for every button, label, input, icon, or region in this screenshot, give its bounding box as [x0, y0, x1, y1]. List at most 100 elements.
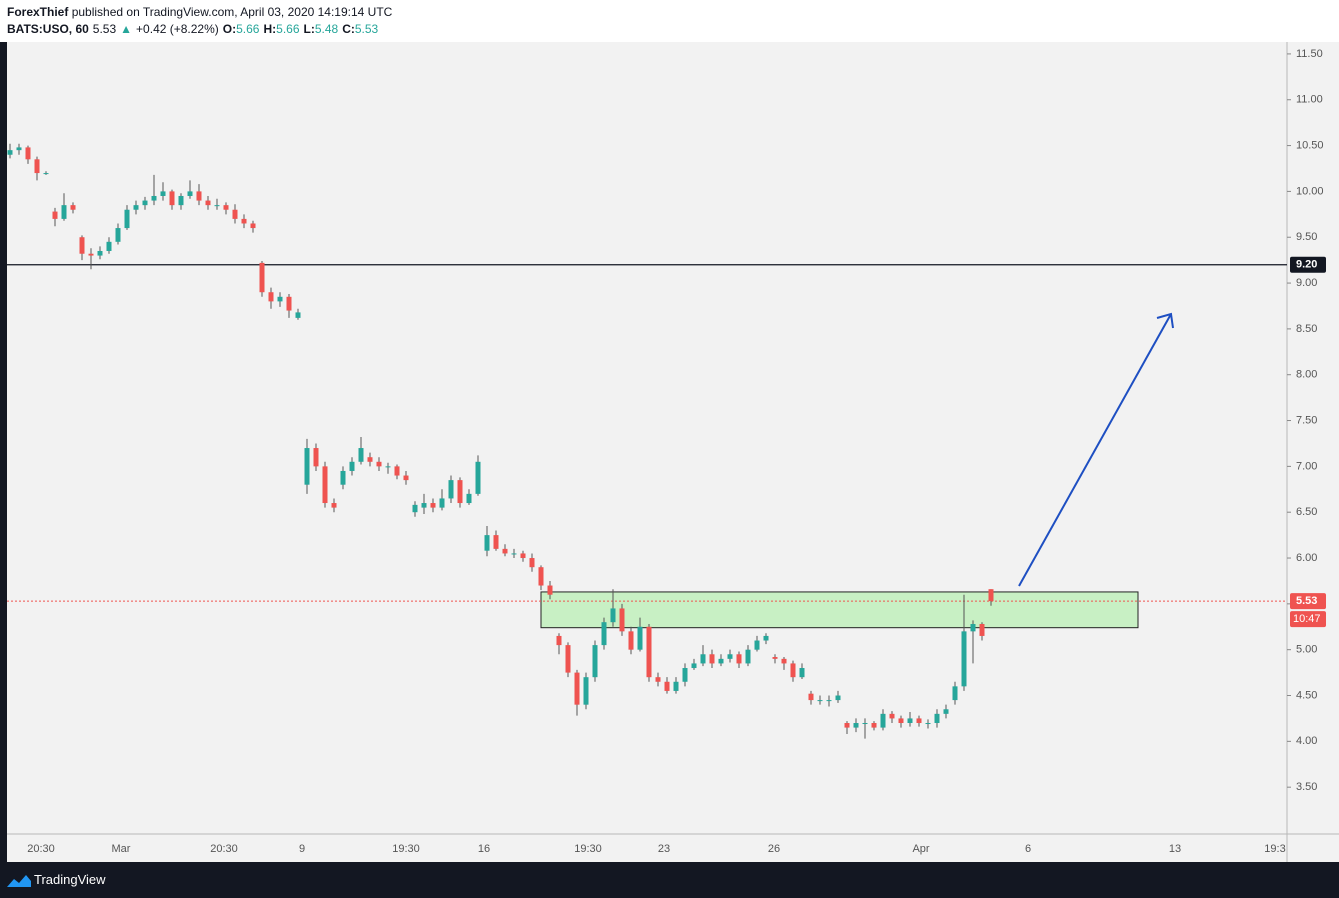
x-tick-label: 19:30: [392, 843, 420, 855]
candle-body: [331, 503, 337, 508]
candle-body: [25, 147, 31, 160]
candle-body: [538, 567, 544, 586]
l-label: L:: [303, 22, 315, 36]
x-tick-label: 6: [1025, 843, 1031, 855]
candle-body: [142, 200, 148, 206]
candle-body: [340, 470, 346, 485]
candle-body: [637, 626, 643, 650]
candle-body: [745, 649, 751, 664]
candle-body: [988, 589, 994, 602]
published: published on TradingView.com, April 03, …: [71, 5, 393, 19]
candle-body: [151, 195, 157, 201]
header: ForexThief published on TradingView.com,…: [0, 0, 1339, 42]
candle-body: [115, 228, 121, 242]
brand: TradingView: [34, 872, 106, 887]
candle-body: [277, 296, 283, 302]
candle-body: [187, 191, 193, 196]
c: 5.53: [354, 22, 379, 36]
y-tick-label: 4.50: [1296, 689, 1317, 701]
y-tick-label: 10.00: [1296, 185, 1324, 197]
candle-body: [592, 645, 598, 678]
candle-body: [682, 668, 688, 682]
candle-body: [880, 713, 886, 728]
candle-body: [970, 624, 976, 632]
candle-body: [601, 622, 607, 646]
candle-body: [448, 480, 454, 499]
candle-body: [322, 466, 328, 504]
candle-body: [502, 548, 508, 554]
hline-label-bg: [1290, 256, 1326, 273]
candle-body: [574, 672, 580, 705]
candle-body: [313, 448, 319, 467]
candle-body: [475, 461, 481, 494]
candle-body: [178, 195, 184, 206]
logo: [7, 875, 31, 887]
symbol-line: BATS:USO, 60 5.53 ▲ +0.42 (+8.22%) O:5.66 H:5…: [7, 22, 382, 36]
y-tick-label: 7.50: [1296, 414, 1317, 426]
candle-body: [547, 585, 553, 595]
candle-body: [223, 205, 229, 210]
candle-body: [160, 191, 166, 196]
last: 5.53: [92, 22, 117, 36]
y-tick-label: 11.50: [1296, 48, 1323, 60]
arrow-head: [1156, 312, 1174, 329]
support-zone: [540, 591, 1139, 629]
candle-body: [133, 205, 139, 210]
candle-body: [358, 448, 364, 462]
candle-body: [835, 695, 841, 701]
candle-body: [34, 159, 40, 174]
candle-body: [430, 503, 436, 508]
x-tick-label: 19:3: [1264, 843, 1285, 855]
candle-body: [619, 608, 625, 632]
l: 5.48: [314, 22, 339, 36]
candle-body: [727, 654, 733, 659]
h-label: H:: [263, 22, 277, 36]
candle-body: [799, 668, 805, 678]
countdown-label: 10:47: [1293, 613, 1321, 625]
y-tick-label: 9.50: [1296, 231, 1317, 243]
candle-body: [268, 292, 274, 302]
candle-body: [439, 498, 445, 508]
candle-body: [943, 709, 949, 714]
candle-body: [250, 223, 256, 229]
symbol: BATS:USO, 60: [7, 22, 89, 36]
candle-body: [889, 713, 895, 719]
candle-body: [844, 723, 850, 728]
arrow-shaft: [1018, 313, 1172, 587]
last-price-label: 5.53: [1296, 595, 1317, 607]
candle-body: [556, 635, 562, 646]
x-tick-label: 9: [299, 843, 305, 855]
candle-body: [709, 654, 715, 664]
hline-label: 9.20: [1296, 259, 1317, 271]
candle-body: [79, 237, 85, 254]
candle-body: [367, 457, 373, 462]
candle-body: [736, 654, 742, 664]
y-tick-label: 6.50: [1296, 506, 1317, 518]
candle-body: [304, 448, 310, 485]
candle-body: [376, 461, 382, 467]
o-label: O:: [222, 22, 237, 36]
candle-body: [763, 635, 769, 641]
y-tick-label: 6.00: [1296, 552, 1317, 564]
candle-body: [16, 147, 22, 151]
y-tick-label: 8.50: [1296, 323, 1317, 335]
candle-body: [853, 723, 859, 728]
candle-body: [610, 608, 616, 623]
candle-body: [205, 200, 211, 206]
candle-body: [61, 205, 67, 219]
countdown-bg: [1290, 611, 1326, 628]
y-tick-label: 11.00: [1296, 94, 1323, 106]
o: 5.66: [236, 22, 260, 36]
candle-body: [979, 624, 985, 636]
candle-body: [916, 718, 922, 724]
x-tick-label: 20:30: [27, 843, 55, 855]
candle-body: [241, 218, 247, 224]
arrow: ▲: [120, 22, 133, 36]
candle-body: [421, 503, 427, 508]
candle-body: [295, 312, 301, 318]
change: +0.42 (+8.22%): [136, 22, 219, 36]
candle-body: [628, 631, 634, 650]
candle-body: [106, 241, 112, 251]
y-tick-label: 10.50: [1296, 139, 1324, 151]
